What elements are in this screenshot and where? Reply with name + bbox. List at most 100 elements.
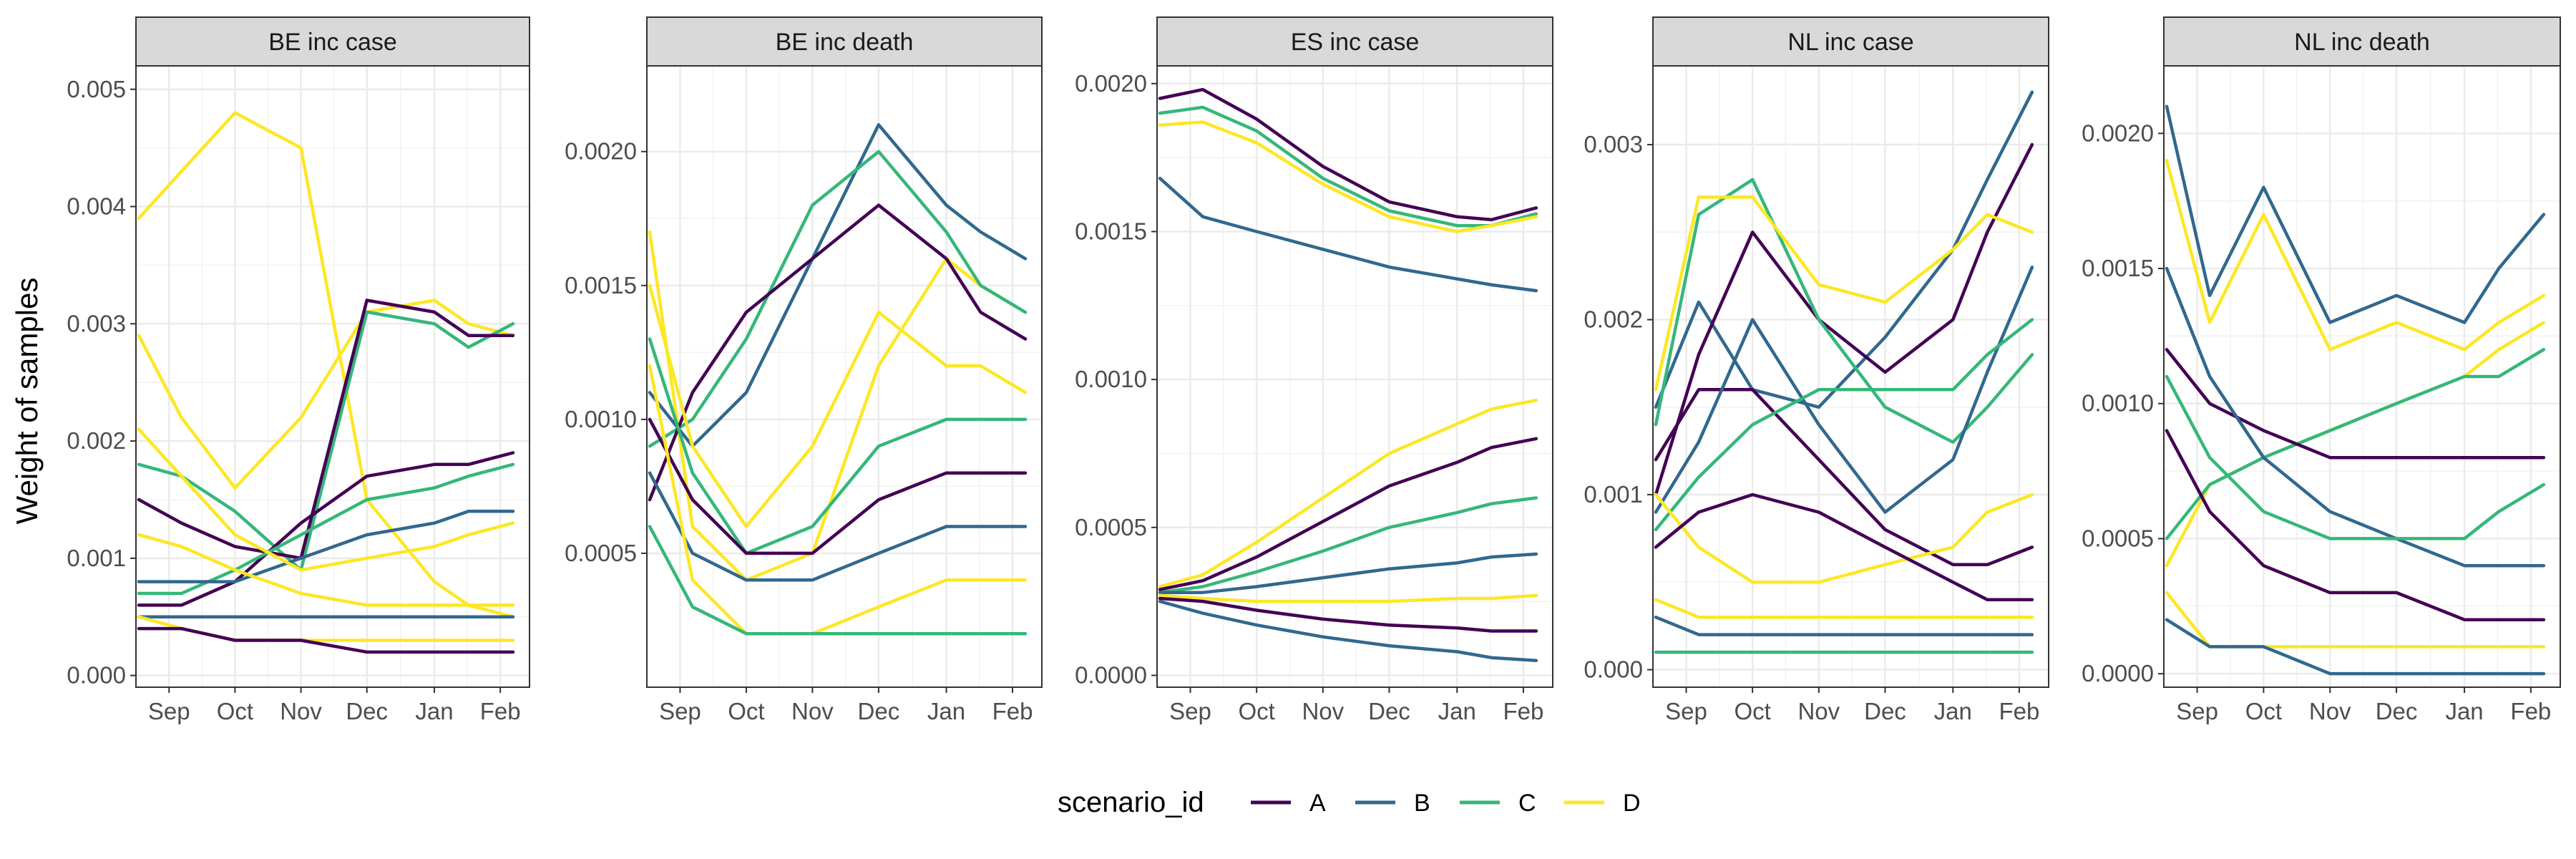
series-line [2165,348,2546,540]
series-line [137,510,515,583]
x-tick-label: Oct [217,698,253,724]
y-tick-label: 0.0000 [1075,661,1147,688]
series-line [648,283,1028,528]
series-line [137,626,515,654]
series-line [1158,596,1538,633]
facet-strip [646,16,1043,67]
series-line [137,299,515,490]
x-tick-label: Jan [1438,698,1476,724]
legend: scenario_id A B C D [1058,787,1641,818]
legend-item: C [1460,790,1536,817]
series-line [2165,348,2546,460]
series-line [137,533,515,607]
series-line [1654,492,2034,601]
x-tick-label: Nov [1797,698,1840,724]
x-tick-label: Sep [1665,698,1707,724]
series-line [1654,598,2034,619]
series-line [2165,266,2546,568]
x-tick-label: Feb [2510,698,2551,724]
series-line [1654,90,2034,409]
x-tick-label: Sep [659,698,701,724]
facet-panel: NL inc death 0.0000 0.0005 0.0010 0.0015 0.00… [2082,16,2561,724]
series-line [648,203,1028,502]
series-line [1654,492,2034,584]
legend-label: C [1518,790,1536,817]
series-line [137,111,515,618]
series-line [1654,195,2034,392]
y-tick-label: 0.0020 [2082,120,2154,146]
x-tick-label: Feb [1503,698,1544,724]
series-line [1158,599,1538,663]
x-tick-label: Nov [2309,698,2351,724]
series-line [1654,142,2034,497]
panel-border [1156,65,1553,688]
x-tick-label: Dec [346,698,388,724]
legend-item: A [1251,790,1326,817]
y-axis-title: Weight of samples [10,278,44,525]
y-tick-label: 0.000 [67,662,126,689]
x-tick-label: Feb [1999,698,2040,724]
x-tick-label: Dec [2376,698,2418,724]
plot-area [1653,66,2049,687]
x-tick-label: Sep [2176,698,2218,724]
x-tick-label: Jan [415,698,453,724]
x-tick-label: Feb [480,698,521,724]
series-line [2165,374,2546,540]
x-tick-label: Sep [1169,698,1211,724]
series-line [648,150,1028,448]
facet-panels: BE inc case 0.000 0.001 0.002 0.003 0.004 0.00… [67,16,2561,724]
x-tick-label: Sep [148,698,190,724]
y-tick-label: 0.002 [67,427,126,454]
y-tick-label: 0.0015 [565,272,637,299]
facet-title: NL inc case [1787,29,1913,56]
y-tick-label: 0.0010 [1075,366,1147,392]
plot-area [136,66,530,687]
series-line [137,310,515,572]
series-line [1158,87,1538,222]
series-line [137,451,515,607]
series-line [2165,429,2546,621]
x-tick-label: Jan [927,698,965,724]
panel-border [135,65,530,688]
x-tick-label: Jan [2445,698,2483,724]
y-tick-label: 0.003 [1584,131,1643,157]
x-tick-label: Dec [1864,698,1906,724]
plot-area [1157,66,1553,687]
legend-label: D [1623,790,1641,817]
series-line [1158,437,1538,591]
x-tick-label: Nov [1302,698,1344,724]
series-line [648,337,1028,555]
facet-strip [1652,16,2049,67]
y-tick-label: 0.0000 [2082,660,2154,686]
series-line [648,230,1028,582]
y-tick-label: 0.0020 [1075,70,1147,97]
legend-item: B [1355,790,1430,817]
facet-panel: BE inc death 0.0005 0.0010 0.0015 0.0020 Sep O… [565,16,1043,724]
series-line [137,462,515,596]
series-group [1158,87,1538,663]
series-group [648,123,1028,636]
series-line [648,364,1028,636]
y-tick-label: 0.0015 [2082,255,2154,281]
x-tick-label: Feb [992,698,1033,724]
y-tick-label: 0.0010 [565,406,637,432]
series-line [1654,265,2034,514]
series-line [1654,318,2034,532]
facet-title: BE inc death [776,29,914,56]
facet-panel: ES inc case 0.0000 0.0005 0.0010 0.0015 0.002… [1075,16,1553,724]
y-tick-label: 0.0005 [1075,514,1147,540]
panel-border [1652,65,2049,688]
facet-strip [2163,16,2561,67]
facet-panel: BE inc case 0.000 0.001 0.002 0.003 0.004 0.00… [67,16,530,724]
facet-title: BE inc case [268,29,397,56]
x-tick-label: Oct [2245,698,2282,724]
x-tick-label: Dec [858,698,900,724]
series-line [1158,496,1538,594]
x-tick-label: Oct [1734,698,1770,724]
x-tick-label: Oct [728,698,764,724]
series-line [1158,593,1538,603]
panel-border [2163,65,2561,688]
facet-title: ES inc case [1291,29,1420,56]
panel-border [646,65,1043,688]
